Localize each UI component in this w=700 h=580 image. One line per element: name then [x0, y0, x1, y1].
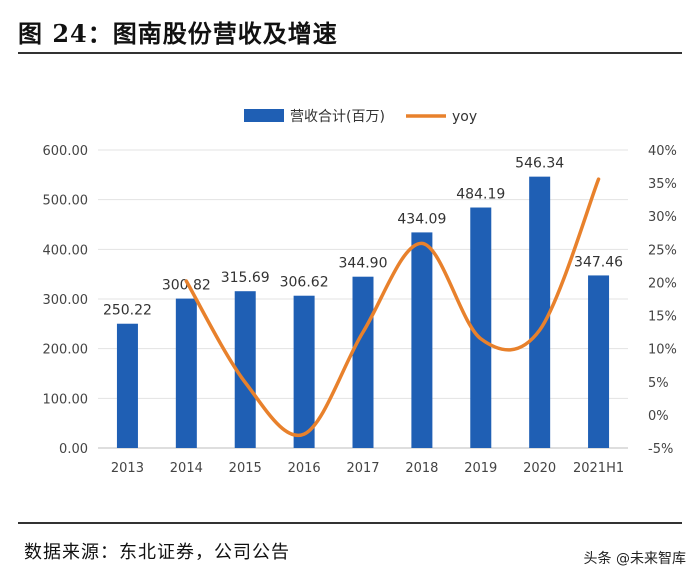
bar [470, 207, 492, 448]
y-left-tick-label: 500.00 [43, 194, 89, 209]
title-divider [18, 52, 682, 54]
y-right-tick-label: 10% [648, 343, 677, 358]
source-divider [18, 522, 682, 524]
y-right-tick-label: -5% [648, 442, 673, 457]
bar-data-label: 546.34 [515, 156, 564, 172]
y-right-tick-label: 0% [648, 409, 669, 424]
y-left-tick-label: 200.00 [43, 343, 89, 358]
x-axis: 2013 2014 2015 2016 2017 2018 2019 2020 2021H1 [111, 461, 624, 476]
x-tick-label: 2013 [111, 461, 144, 476]
bar [529, 176, 551, 449]
legend-bar-swatch [244, 109, 284, 122]
watermark: 头条 @未来智库 [583, 551, 686, 567]
bar-series [116, 176, 610, 449]
legend-bar-label: 营收合计(百万) [290, 109, 385, 125]
bar-data-label: 344.90 [339, 256, 388, 272]
y-left-tick-label: 100.00 [43, 392, 89, 407]
yoy-line [184, 177, 601, 438]
bar [116, 323, 138, 448]
y-right-tick-label: 20% [648, 276, 677, 291]
bar-data-label: 315.69 [221, 270, 270, 286]
y-right-tick-label: 35% [648, 177, 677, 192]
x-tick-label: 2015 [229, 461, 262, 476]
y-right-tick-label: 15% [648, 310, 677, 325]
y-left-tick-label: 300.00 [43, 293, 89, 308]
bar [352, 276, 374, 448]
x-tick-label: 2019 [464, 461, 497, 476]
y-left-tick-label: 400.00 [43, 243, 89, 258]
legend-line-label: yoy [452, 109, 477, 125]
yoy-line-series [184, 177, 601, 438]
y-axis-right: -5% 0% 5% 10% 15% 20% 25% 30% 35% 40% [648, 144, 677, 457]
y-right-tick-label: 30% [648, 210, 677, 225]
bar-data-label: 347.46 [574, 254, 623, 270]
x-tick-label: 2014 [170, 461, 203, 476]
bar-data-label: 300.82 [162, 278, 211, 294]
y-right-tick-label: 25% [648, 243, 677, 258]
figure-title: 图 24：图南股份营收及增速 [18, 19, 338, 48]
bar [293, 295, 315, 448]
source-note: 数据来源：东北证券，公司公告 [24, 542, 290, 563]
y-left-tick-label: 0.00 [59, 442, 88, 457]
y-left-tick-label: 600.00 [43, 144, 89, 159]
x-tick-label: 2016 [288, 461, 321, 476]
bar-data-label: 434.09 [397, 211, 446, 227]
bar [234, 291, 256, 448]
bar [588, 275, 610, 448]
x-tick-label: 2018 [405, 461, 438, 476]
chart: 250.22 300.82 315.69 306.62 344.90 434.09 484.… [43, 109, 677, 476]
x-tick-label: 2021H1 [573, 461, 624, 476]
bar [175, 298, 197, 448]
y-right-tick-label: 5% [648, 376, 669, 391]
bar-data-label: 250.22 [103, 303, 152, 319]
bar-data-label: 306.62 [280, 275, 329, 291]
bar-data-labels: 250.22 300.82 315.69 306.62 344.90 434.09 484.… [103, 156, 623, 319]
x-tick-label: 2020 [523, 461, 556, 476]
y-right-tick-label: 40% [648, 144, 677, 159]
bar [411, 232, 433, 448]
legend: 营收合计(百万) yoy [244, 109, 477, 125]
x-tick-label: 2017 [346, 461, 379, 476]
bar-data-label: 484.19 [456, 187, 505, 203]
y-axis-left: 0.00 100.00 200.00 300.00 400.00 500.00 600.00 [43, 144, 89, 457]
